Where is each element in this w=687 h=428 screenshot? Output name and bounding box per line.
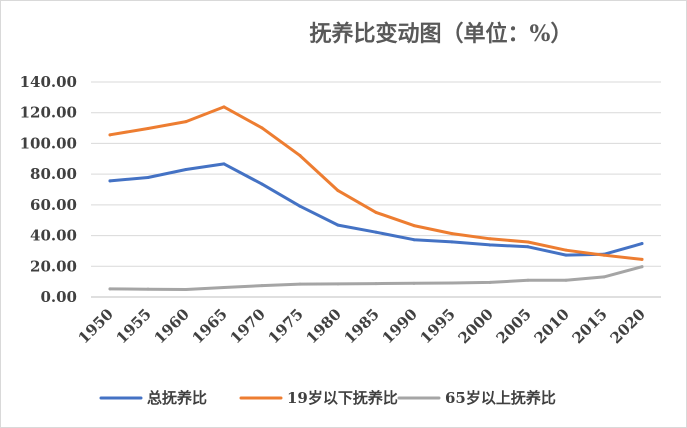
data-point [488,237,492,241]
x-tick-label: 2015 [569,305,611,347]
data-point [260,284,264,288]
x-tick-label: 1950 [75,305,117,347]
x-tick-label: 1965 [189,305,231,347]
data-point [602,253,606,257]
y-tick-label: 140.00 [20,73,77,91]
data-point [412,281,416,285]
data-point [564,278,568,282]
data-point [450,232,454,236]
data-point [146,176,150,180]
data-point [260,182,264,186]
x-tick-label: 2020 [607,305,649,347]
chart-title: 抚养比变动图（单位：%） [310,21,573,47]
data-point [640,257,644,261]
data-point [108,179,112,183]
y-tick-label: 0.00 [40,288,77,306]
data-point [526,245,530,249]
x-tick-label: 1960 [151,305,193,347]
data-point [336,223,340,227]
y-tick-label: 100.00 [20,134,77,152]
legend: 总抚养比 19岁以下抚养比 65岁以上抚养比 [99,389,556,407]
data-point [298,282,302,286]
x-tick-label: 2005 [493,305,535,347]
data-point [564,248,568,252]
data-point [260,126,264,130]
y-tick-label: 120.00 [20,104,77,122]
series-line-2 [108,265,644,291]
y-tick-label: 20.00 [30,257,77,275]
data-point [374,282,378,286]
x-tick-label: 1985 [341,305,383,347]
data-point [336,189,340,193]
data-point [640,265,644,269]
data-point [412,224,416,228]
x-tick-label: 1980 [303,305,345,347]
gridlines [91,81,661,298]
data-point [108,133,112,137]
x-tick-label: 1990 [379,305,421,347]
data-point [564,253,568,257]
x-tick-label: 2000 [455,305,497,347]
legend-label: 19岁以下抚养比 [287,389,398,407]
x-tick-label: 1970 [227,305,269,347]
data-point [488,243,492,247]
x-axis-ticks: 1950195519601965197019751980198519901995… [75,305,649,347]
data-point [108,287,112,291]
x-tick-label: 1975 [265,305,307,347]
y-axis-ticks: 0.00 20.00 40.00 60.00 80.00 100.00 120.00 140.… [20,73,77,306]
data-point [184,168,188,172]
data-point [146,127,150,131]
data-point [526,240,530,244]
series-line-0 [108,162,644,257]
y-tick-label: 60.00 [30,196,77,214]
data-point [412,238,416,242]
x-tick-label: 1955 [113,305,155,347]
data-point [298,204,302,208]
data-point [374,230,378,234]
data-point [222,162,226,166]
x-tick-label: 1995 [417,305,459,347]
legend-label: 总抚养比 [147,389,207,407]
data-point [640,242,644,246]
series-line-1 [108,105,644,261]
data-point [450,240,454,244]
data-point [488,280,492,284]
data-point [222,285,226,289]
data-point [526,278,530,282]
y-tick-label: 40.00 [30,227,77,245]
data-point [298,154,302,158]
data-point [374,210,378,214]
legend-label: 65岁以上抚养比 [445,389,556,407]
data-point [184,287,188,291]
data-point [602,275,606,279]
data-point [336,282,340,286]
x-tick-label: 2010 [531,305,573,347]
data-point [184,120,188,124]
data-point [146,287,150,291]
y-tick-label: 80.00 [30,165,77,183]
series-lines [108,105,644,291]
data-point [222,105,226,109]
data-point [450,281,454,285]
